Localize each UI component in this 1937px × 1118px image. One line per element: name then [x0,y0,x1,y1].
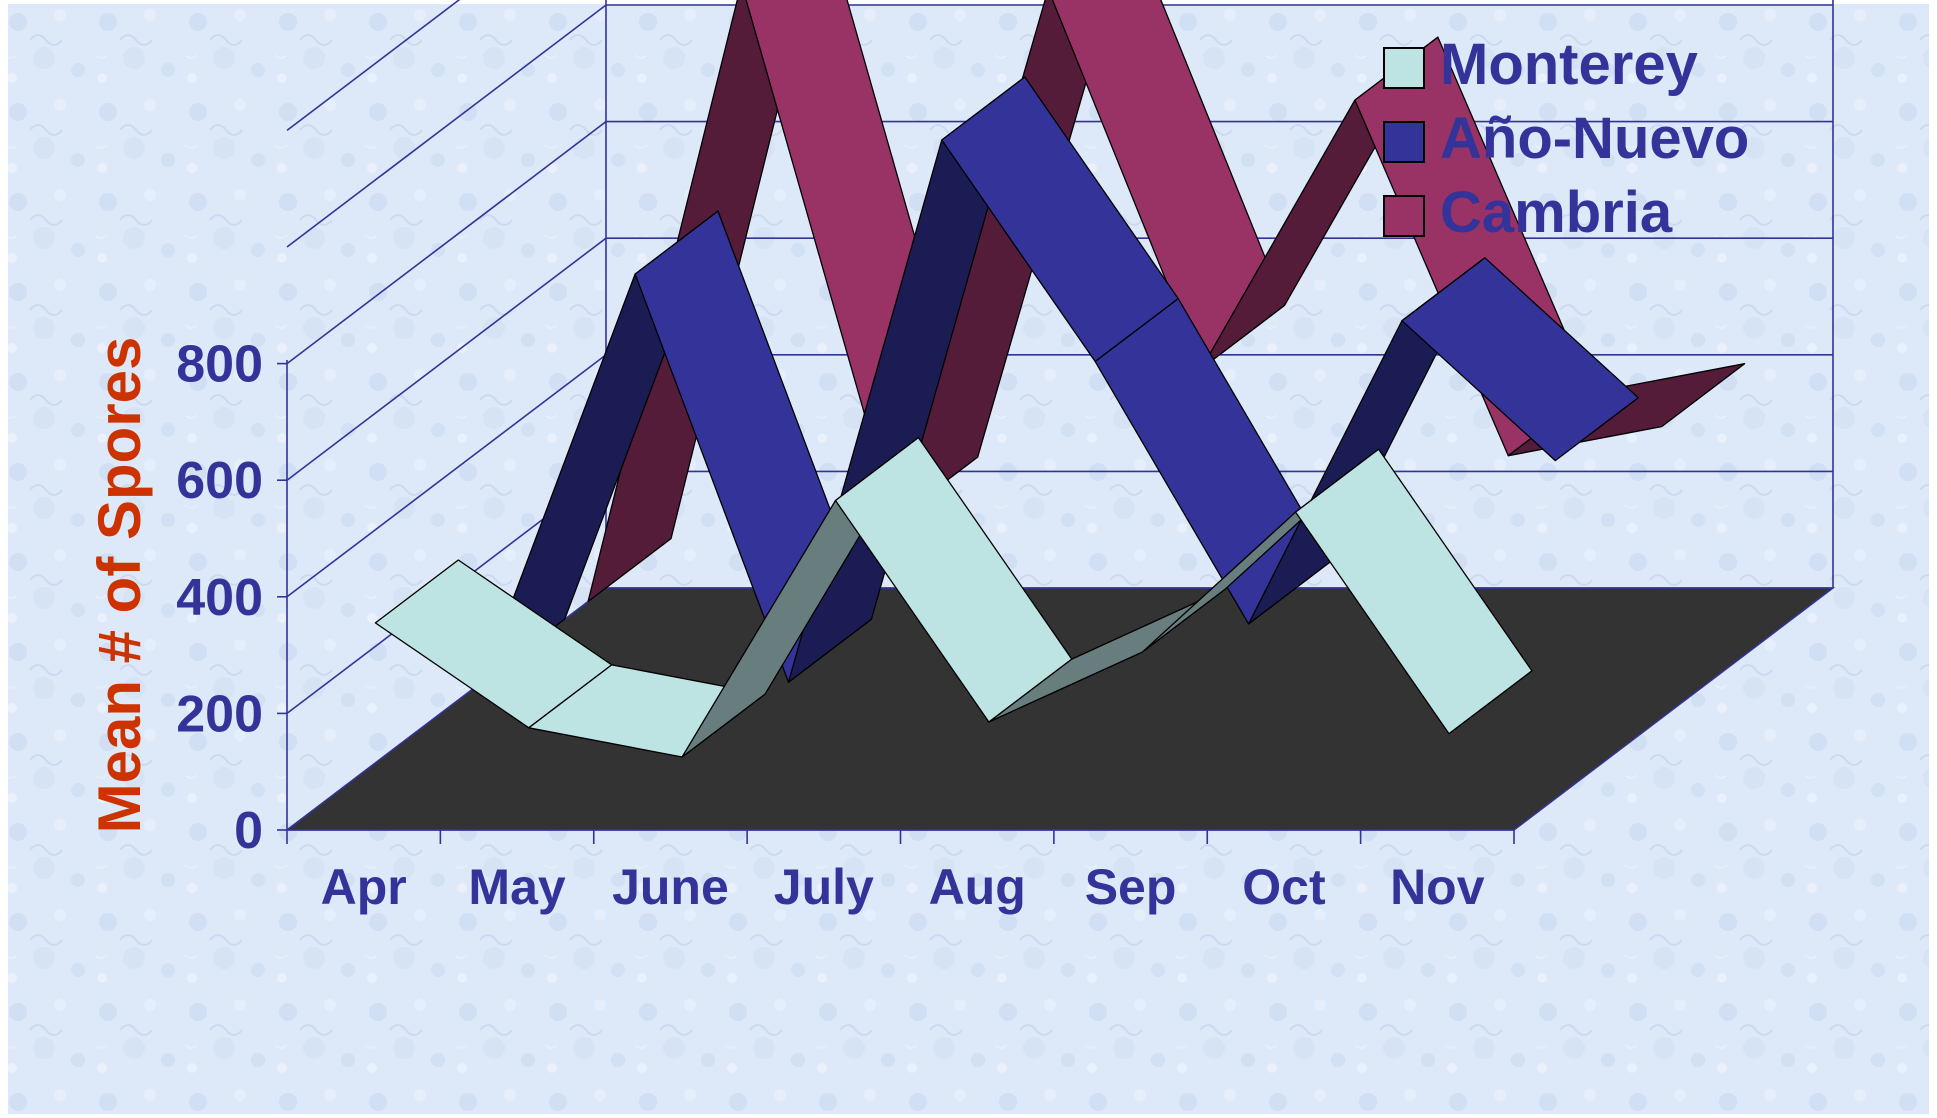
legend-label: Cambria [1440,180,1673,245]
y-tick-label: 800 [176,336,263,394]
x-tick-label: Oct [1242,859,1326,915]
axes: 0 200 400 600 800 Apr May June July Aug Sep Oct Nov [176,336,1515,915]
x-tick-label: May [468,859,565,915]
x-tick-label: Aug [929,859,1026,915]
y-tick-label: 0 [234,802,263,860]
y-tick-label: 200 [176,685,263,743]
legend-label: Año-Nuevo [1440,106,1749,171]
y-tick-label: 400 [176,569,263,627]
legend-swatch [1383,47,1425,89]
x-tick-label: July [774,859,874,915]
legend: Monterey Año-Nuevo Cambria [1383,32,1749,245]
ribbon-segment [1294,448,1533,735]
gridline [286,0,461,132]
y-tick-label: 600 [176,452,263,510]
x-tick-label: Apr [321,859,407,915]
x-tick-label: June [612,859,729,915]
legend-label: Monterey [1440,32,1698,97]
x-tick-label: Sep [1085,859,1177,915]
legend-swatch [1383,195,1425,237]
series-monterey [374,436,1533,758]
legend-swatch [1383,121,1425,163]
x-tick-label: Nov [1390,859,1485,915]
y-axis-title: Mean # of Spores [86,337,153,834]
ribbon-segment [1401,257,1639,462]
